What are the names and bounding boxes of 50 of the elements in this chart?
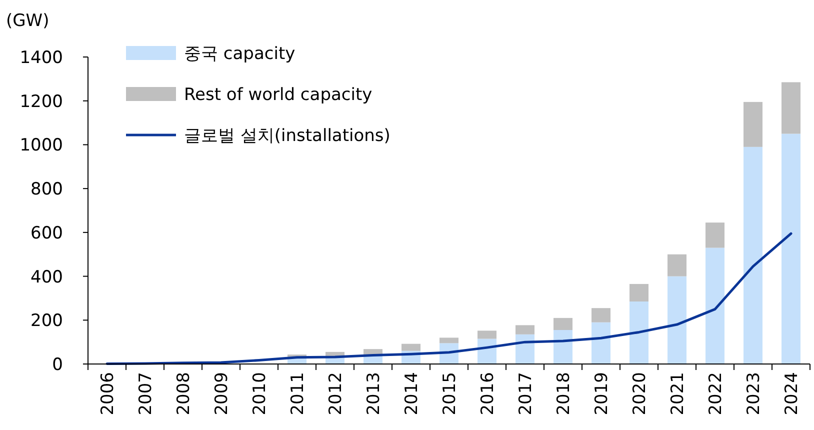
x-tick-label: 2014 (402, 372, 422, 416)
bar (592, 308, 610, 322)
bar (630, 284, 648, 302)
x-tick-label: 2022 (706, 372, 726, 416)
legend-label: 중국 capacity (184, 44, 296, 64)
bar (744, 102, 762, 147)
bar (440, 338, 458, 344)
y-tick-label: 600 (30, 223, 63, 244)
bar (706, 248, 724, 364)
x-tick-label: 2009 (212, 372, 232, 416)
y-axis-title: (GW) (6, 11, 50, 31)
y-tick-label: 0 (52, 355, 63, 375)
bar (782, 134, 800, 364)
bar (516, 334, 534, 364)
bar (668, 254, 686, 276)
x-tick-label: 2016 (478, 372, 498, 416)
x-tick-label: 2006 (98, 372, 118, 416)
bar (630, 302, 648, 364)
bar (516, 325, 534, 334)
bar (478, 330, 496, 339)
y-tick-label: 1400 (20, 48, 63, 68)
bar (706, 222, 724, 248)
x-tick-label: 2007 (136, 372, 156, 416)
x-tick-label: 2013 (364, 372, 384, 416)
bar (668, 276, 686, 364)
bar (744, 146, 762, 364)
bar (782, 82, 800, 134)
x-tick-label: 2020 (630, 372, 650, 416)
y-tick-label: 1000 (20, 136, 63, 156)
x-tick-label: 2019 (592, 372, 612, 416)
x-tick-label: 2008 (174, 372, 194, 416)
x-tick-label: 2021 (668, 372, 688, 416)
x-tick-label: 2012 (326, 372, 346, 416)
y-tick-label: 400 (30, 267, 63, 288)
x-tick-label: 2024 (782, 372, 802, 416)
x-tick-label: 2023 (744, 372, 764, 416)
y-tick-label: 200 (30, 311, 63, 332)
x-tick-label: 2018 (554, 372, 574, 416)
x-tick-label: 2015 (440, 372, 460, 416)
x-tick-label: 2017 (516, 372, 536, 416)
bar (554, 318, 572, 330)
x-tick-label: 2010 (250, 372, 270, 416)
bar (554, 330, 572, 364)
legend-label: 글로벌 설치(installations) (184, 126, 390, 146)
y-tick-label: 1200 (20, 92, 63, 112)
x-tick-label: 2011 (288, 372, 308, 416)
bar (402, 344, 420, 351)
y-tick-label: 800 (30, 180, 63, 200)
legend-label: Rest of world capacity (184, 85, 372, 105)
bar (592, 322, 610, 364)
